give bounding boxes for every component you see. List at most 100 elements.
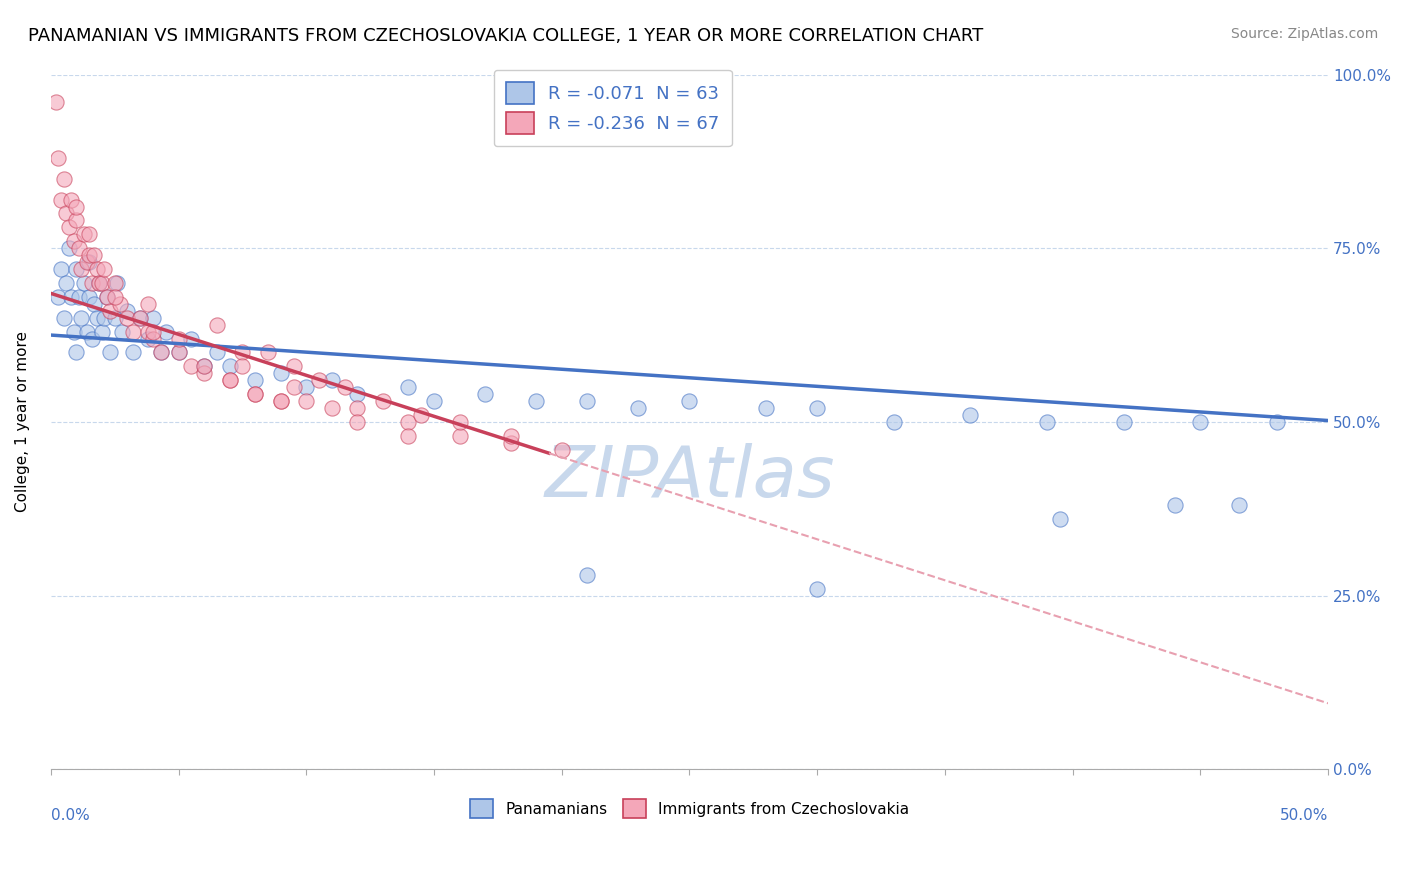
Point [627, 401, 650, 415]
Point [73, 227, 96, 242]
Point [65, 200, 87, 214]
Point [423, 394, 446, 409]
Point [65, 213, 87, 227]
Point [63, 234, 86, 248]
Point [117, 303, 139, 318]
Point [73, 276, 96, 290]
Point [346, 401, 368, 415]
Point [77, 248, 100, 262]
Point [755, 401, 778, 415]
Point [806, 401, 828, 415]
Point [499, 429, 522, 443]
Point [308, 373, 330, 387]
Point [67, 241, 90, 255]
Point [121, 345, 143, 359]
Point [1112, 415, 1135, 429]
Point [167, 332, 190, 346]
Point [52, 171, 75, 186]
Point [524, 394, 547, 409]
Point [1189, 415, 1212, 429]
Point [136, 332, 159, 346]
Point [104, 276, 127, 290]
Point [48, 290, 70, 304]
Point [83, 248, 105, 262]
Point [180, 359, 202, 374]
Point [205, 318, 228, 332]
Point [678, 394, 700, 409]
Point [108, 297, 131, 311]
Point [142, 325, 165, 339]
Point [77, 255, 100, 269]
Text: 0.0%: 0.0% [51, 807, 90, 822]
Point [193, 366, 215, 380]
Point [70, 310, 93, 325]
Point [205, 345, 228, 359]
Point [111, 325, 134, 339]
Point [86, 310, 108, 325]
Point [129, 310, 152, 325]
Point [346, 415, 368, 429]
Point [193, 359, 215, 374]
Point [270, 366, 292, 380]
Point [93, 262, 115, 277]
Point [398, 415, 420, 429]
Point [83, 297, 105, 311]
Point [245, 387, 267, 401]
Point [295, 380, 318, 394]
Point [60, 290, 83, 304]
Point [80, 276, 103, 290]
Point [58, 220, 80, 235]
Point [1036, 415, 1059, 429]
Point [193, 359, 215, 374]
Point [65, 262, 87, 277]
Point [806, 582, 828, 596]
Point [77, 227, 100, 242]
Point [155, 325, 177, 339]
Point [474, 387, 496, 401]
Point [86, 262, 108, 277]
Point [96, 290, 118, 304]
Point [270, 394, 292, 409]
Point [55, 206, 77, 220]
Point [117, 310, 139, 325]
Point [149, 345, 172, 359]
Point [48, 151, 70, 165]
Point [398, 380, 420, 394]
Point [98, 303, 121, 318]
Point [245, 373, 267, 387]
Point [76, 255, 98, 269]
Point [80, 332, 103, 346]
Point [499, 435, 522, 450]
Point [65, 345, 87, 359]
Point [52, 310, 75, 325]
Point [321, 401, 343, 415]
Point [49, 262, 72, 277]
Point [142, 310, 165, 325]
Point [449, 429, 471, 443]
Point [121, 325, 143, 339]
Point [321, 373, 343, 387]
Point [231, 345, 253, 359]
Point [104, 290, 127, 304]
Point [136, 297, 159, 311]
Point [90, 325, 112, 339]
Point [449, 415, 471, 429]
Point [883, 415, 905, 429]
Point [104, 310, 127, 325]
Point [90, 276, 112, 290]
Point [270, 394, 292, 409]
Y-axis label: College, 1 year or more: College, 1 year or more [15, 332, 30, 512]
Point [49, 193, 72, 207]
Point [45, 95, 67, 110]
Point [1265, 415, 1288, 429]
Point [89, 276, 111, 290]
Point [96, 290, 118, 304]
Point [1227, 498, 1250, 512]
Point [67, 290, 90, 304]
Point [142, 332, 165, 346]
Point [576, 394, 599, 409]
Point [98, 345, 121, 359]
Point [959, 408, 981, 422]
Text: ZIPAtlas: ZIPAtlas [544, 443, 835, 512]
Point [333, 380, 356, 394]
